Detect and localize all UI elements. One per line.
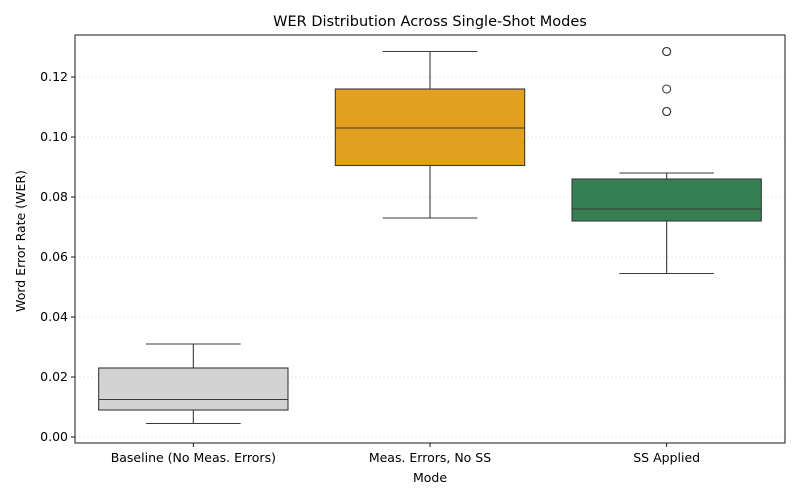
box-group-2 <box>571 46 762 275</box>
box-series <box>98 46 762 425</box>
box-group-1 <box>334 50 526 219</box>
y-axis-label: Word Error Rate (WER) <box>13 170 28 312</box>
y-tick-label: 0.12 <box>40 69 68 84</box>
y-tick-label: 0.10 <box>40 129 68 144</box>
y-tick-label: 0.00 <box>40 429 68 444</box>
box-iqr <box>334 88 526 167</box>
y-tick-label: 0.08 <box>40 189 68 204</box>
x-axis-label: Mode <box>413 470 447 485</box>
outlier-point <box>662 106 672 117</box>
box-group-0 <box>98 343 289 425</box>
axes: 0.00 0.02 0.04 0.06 0.08 0.10 0.12 Baseline (No… <box>40 34 786 465</box>
box-iqr <box>98 367 289 411</box>
y-tick-label: 0.02 <box>40 369 68 384</box>
box-iqr <box>571 178 762 222</box>
y-tick-label: 0.04 <box>40 309 68 324</box>
x-tick-label: Baseline (No Meas. Errors) <box>111 450 276 465</box>
x-tick-label: Meas. Errors, No SS <box>369 450 491 465</box>
y-tick-label: 0.06 <box>40 249 68 264</box>
outlier-point <box>662 46 672 57</box>
chart-title: WER Distribution Across Single-Shot Mode… <box>273 14 587 30</box>
x-tick-label: SS Applied <box>633 450 700 465</box>
outlier-point <box>662 84 672 94</box>
